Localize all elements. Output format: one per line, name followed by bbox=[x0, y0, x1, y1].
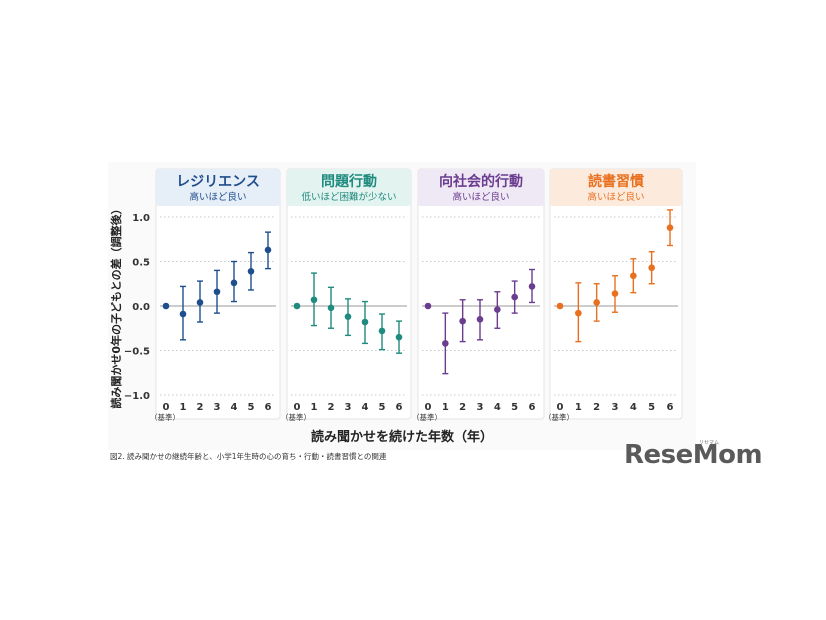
x-tick-label: 3 bbox=[345, 402, 352, 413]
x-tick-label: 3 bbox=[477, 402, 484, 413]
x-tick-label: 5 bbox=[511, 402, 518, 413]
data-point bbox=[327, 304, 335, 312]
data-point bbox=[593, 299, 600, 306]
panel-subtitle: 高いほど良い bbox=[587, 191, 644, 203]
x-tick-label: 5 bbox=[248, 402, 255, 413]
x-base-note: （基準） bbox=[544, 412, 574, 422]
x-base-note: （基準） bbox=[281, 412, 311, 422]
panel-header bbox=[287, 169, 411, 206]
x-tick-label: 5 bbox=[648, 402, 655, 413]
x-axis-label: 読み聞かせを続けた年数（年） bbox=[311, 429, 493, 445]
x-tick-label: 4 bbox=[231, 402, 238, 413]
data-point bbox=[648, 264, 655, 272]
data-point bbox=[378, 327, 386, 335]
data-point bbox=[264, 246, 272, 254]
x-tick-label: 0 bbox=[557, 402, 564, 413]
panel-title: レジリエンス bbox=[176, 174, 260, 190]
x-tick-label: 4 bbox=[362, 402, 369, 413]
x-tick-label: 1 bbox=[311, 402, 318, 413]
x-base-note: （基準） bbox=[150, 412, 180, 422]
x-tick-label: 2 bbox=[459, 402, 466, 413]
data-point bbox=[528, 283, 536, 290]
y-tick-label: 1.0 bbox=[132, 213, 150, 224]
data-point bbox=[196, 299, 204, 306]
x-base-note: （基準） bbox=[412, 412, 442, 422]
x-tick-label: 2 bbox=[593, 402, 600, 413]
x-tick-label: 6 bbox=[529, 402, 536, 413]
x-tick-label: 6 bbox=[396, 402, 403, 413]
x-tick-label: 5 bbox=[379, 402, 386, 413]
data-point bbox=[556, 302, 564, 310]
x-tick-label: 3 bbox=[612, 402, 619, 413]
figure-caption: 図2. 読み聞かせの継続年齢と、小学1年生時の心の育ち・行動・読書習慣との関連 bbox=[110, 451, 387, 461]
x-tick-label: 1 bbox=[180, 402, 187, 413]
panel-title: 向社会的行動 bbox=[439, 173, 523, 190]
data-point bbox=[424, 302, 432, 310]
panel-subtitle: 高いほど良い bbox=[189, 191, 246, 203]
x-tick-label: 0 bbox=[294, 402, 301, 413]
y-tick-label: −1.0 bbox=[124, 391, 150, 402]
y-tick-label: 0.5 bbox=[132, 258, 150, 269]
data-point bbox=[611, 290, 619, 297]
x-tick-label: 2 bbox=[197, 402, 204, 413]
data-point bbox=[230, 279, 238, 287]
data-point bbox=[361, 318, 369, 326]
y-tick-label: −0.5 bbox=[124, 347, 150, 358]
x-tick-label: 4 bbox=[494, 402, 501, 413]
data-point bbox=[459, 317, 466, 325]
y-tick-label: 0.0 bbox=[132, 302, 150, 313]
panel-header bbox=[550, 169, 682, 206]
brand-name: ReseMom bbox=[624, 440, 762, 470]
x-tick-label: 2 bbox=[328, 402, 335, 413]
panel-frame bbox=[286, 168, 412, 420]
panel-subtitle: 高いほど良い bbox=[452, 191, 509, 203]
data-point bbox=[247, 267, 255, 275]
data-point bbox=[395, 333, 403, 341]
data-point bbox=[494, 306, 501, 313]
data-point bbox=[666, 224, 674, 231]
y-axis-label: 読み聞かせ0年の子どもとの差（調整後） bbox=[109, 203, 123, 408]
x-tick-label: 1 bbox=[575, 402, 582, 413]
brand-logo: ReseMom リセマム bbox=[624, 440, 763, 470]
data-point bbox=[511, 293, 518, 301]
data-point bbox=[213, 288, 221, 296]
x-tick-label: 4 bbox=[630, 402, 637, 413]
x-tick-label: 1 bbox=[442, 402, 449, 413]
panel-frame bbox=[417, 168, 545, 420]
data-point bbox=[310, 296, 318, 304]
data-point bbox=[476, 316, 484, 323]
x-tick-label: 6 bbox=[265, 402, 272, 413]
data-point bbox=[630, 272, 637, 280]
data-point bbox=[293, 302, 301, 310]
x-tick-label: 6 bbox=[667, 402, 674, 413]
data-point bbox=[162, 302, 170, 310]
panel-subtitle: 低いほど困難が少ない bbox=[301, 191, 396, 203]
panel-title: 読書習慣 bbox=[588, 173, 644, 190]
data-point bbox=[575, 309, 582, 317]
brand-kana: リセマム bbox=[699, 440, 719, 446]
y-tick-labels: 1.0 0.5 0.0 −0.5 −1.0 bbox=[124, 213, 150, 402]
panel-header bbox=[156, 169, 280, 206]
x-tick-label: 3 bbox=[214, 402, 221, 413]
panel-header bbox=[418, 169, 544, 206]
x-tick-label: 0 bbox=[163, 402, 170, 413]
panel-title: 問題行動 bbox=[321, 173, 377, 190]
data-point bbox=[179, 310, 187, 318]
data-point bbox=[442, 340, 449, 347]
x-tick-label: 0 bbox=[425, 402, 432, 413]
data-point bbox=[344, 313, 352, 320]
